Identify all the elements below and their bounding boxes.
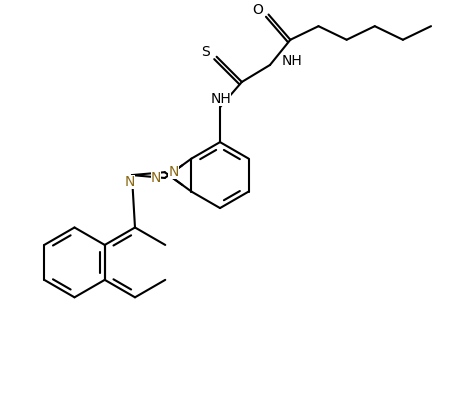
- Text: NH: NH: [210, 92, 231, 106]
- Text: NH: NH: [282, 54, 303, 68]
- Text: N: N: [151, 171, 161, 185]
- Text: N: N: [124, 175, 135, 189]
- Text: O: O: [253, 3, 263, 17]
- Text: N: N: [168, 165, 179, 179]
- Text: S: S: [201, 45, 210, 59]
